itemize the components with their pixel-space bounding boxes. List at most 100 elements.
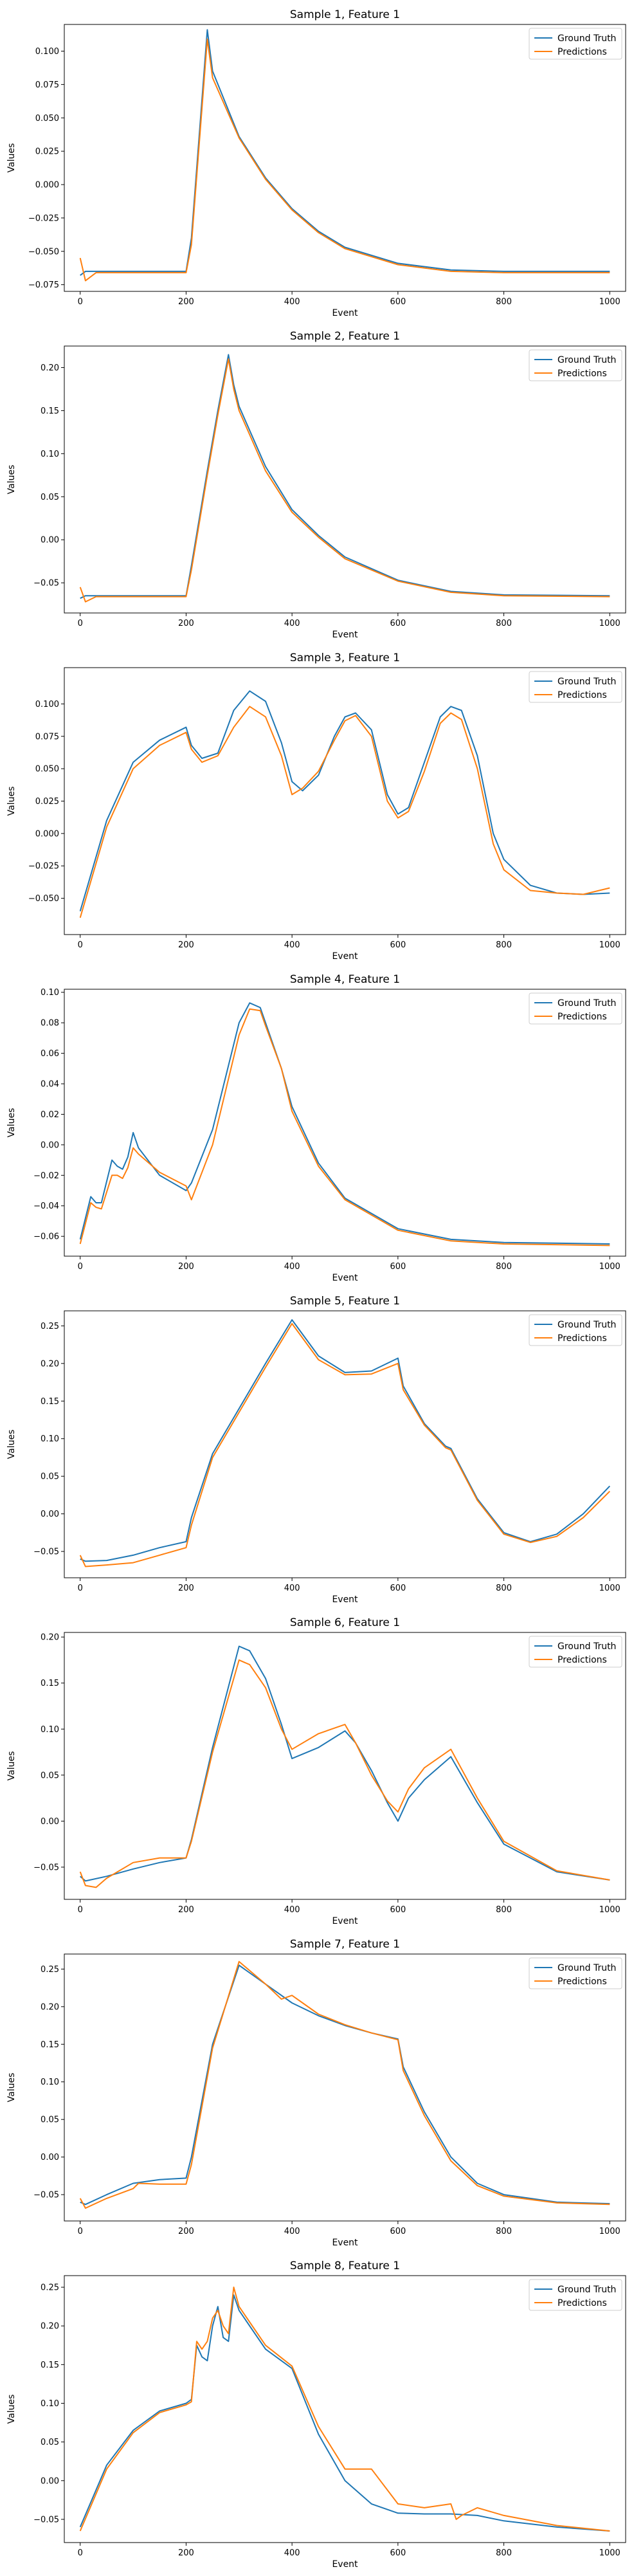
ground-truth-line [79,1002,610,1245]
y-tick-label: 0.075 [35,80,59,90]
y-tick-label: 0.10 [41,1434,59,1444]
y-tick-label: 0.15 [41,1397,59,1407]
x-tick-label: 0 [78,1905,83,1915]
legend-label: Ground Truth [557,33,616,44]
x-tick-label: 800 [496,619,512,628]
legend: Ground Truth Predictions [529,349,622,381]
y-tick-label: 0.06 [41,1049,59,1059]
y-tick-label: 0.075 [35,732,59,742]
y-tick-label: 0.00 [41,536,59,545]
x-tick-label: 800 [496,2548,512,2558]
x-tick-label: 0 [78,1262,83,1272]
x-tick-label: 400 [284,2548,300,2558]
y-axis-label: Values [6,1108,17,1138]
x-tick-label: 600 [390,940,406,950]
y-tick-label: 0.050 [35,765,59,774]
series-lines [79,1645,610,1888]
x-axis-label: Event [332,2559,358,2570]
ground-truth-line [80,1645,610,1882]
legend: Ground Truth Predictions [529,1314,622,1346]
y-tick-label: 0.25 [41,1322,59,1331]
chart-panel-4: Sample 4, Feature 1 0 200 400 600 800 1000 −0.0… [6,973,626,1283]
x-axis-label: Event [332,308,358,318]
chart-panel-3: Sample 3, Feature 1 0 200 400 600 800 1000 −0.0… [6,652,626,962]
x-tick-label: 600 [390,1905,406,1915]
x-tick-label: 400 [284,940,300,950]
y-tick-label: 0.00 [41,2476,59,2486]
x-axis-label: Event [332,2238,358,2248]
y-tick-label: 0.25 [41,1965,59,1975]
x-tick-label: 600 [390,297,406,307]
x-tick-label: 0 [78,940,83,950]
y-tick-label: 0.10 [41,450,59,459]
x-tick-label: 400 [284,2227,300,2236]
y-tick-label: −0.02 [33,1171,59,1181]
legend-label: Predictions [557,2298,607,2308]
legend: Ground Truth Predictions [529,1636,622,1668]
x-tick-label: 600 [390,1584,406,1593]
series-lines [79,2287,610,2532]
x-tick-label: 600 [390,2548,406,2558]
y-tick-label: 0.10 [41,2399,59,2409]
chart-title: Sample 6, Feature 1 [290,1616,400,1629]
y-tick-label: 0.025 [35,147,59,157]
chart-panel-6: Sample 6, Feature 1 0 200 400 600 800 1000 −0.0… [6,1616,626,1926]
x-tick-label: 800 [496,2227,512,2236]
y-tick-label: 0.20 [41,1633,59,1643]
y-axis-label: Values [6,2395,17,2424]
axes-frame [64,989,626,1257]
y-tick-label: 0.05 [41,2115,59,2125]
legend-label: Ground Truth [557,1320,616,1330]
legend: Ground Truth Predictions [529,2279,622,2311]
x-tick-label: 0 [78,2548,83,2558]
chart-panel-8: Sample 8, Feature 1 0 200 400 600 800 1000 −0.0… [6,2260,626,2570]
x-tick-label: 1000 [599,1905,620,1915]
legend-label: Ground Truth [557,1963,616,1973]
axes-frame [64,1953,626,2222]
legend: Ground Truth Predictions [529,671,622,703]
y-tick-label: −0.05 [33,579,59,589]
y-tick-label: 0.025 [35,797,59,807]
y-tick-label: −0.025 [28,862,59,872]
y-tick-label: −0.04 [33,1201,59,1211]
series-lines [79,29,610,282]
legend-label: Predictions [557,690,607,700]
x-tick-label: 200 [178,1262,194,1272]
y-tick-label: 0.25 [41,2283,59,2293]
x-tick-label: 1000 [599,2548,620,2558]
y-tick-label: −0.05 [33,2515,59,2525]
x-tick-label: 200 [178,940,194,950]
ground-truth-line [79,690,610,911]
y-tick-label: −0.05 [33,1863,59,1872]
axes-frame [64,2275,626,2543]
y-tick-label: 0.000 [35,829,59,839]
ground-truth-line [80,354,610,599]
x-axis-label: Event [332,1594,358,1605]
axes-frame [64,345,626,614]
legend: Ground Truth Predictions [529,1957,622,1989]
legend-label: Ground Truth [557,355,616,365]
y-tick-label: 0.20 [41,363,59,373]
x-tick-label: 200 [178,2227,194,2236]
x-tick-label: 1000 [599,940,620,950]
series-lines [79,690,610,918]
y-axis-label: Values [6,2073,17,2103]
chart-panel-7: Sample 7, Feature 1 0 200 400 600 800 1000 −0.0… [6,1938,626,2248]
chart-panel-1: Sample 1, Feature 1 0 200 400 600 800 1000 −0.0… [6,8,626,318]
chart-title: Sample 3, Feature 1 [290,652,400,664]
x-tick-label: 600 [390,2227,406,2236]
x-axis-label: Event [332,951,358,962]
series-lines [79,1319,611,1567]
legend-label: Predictions [557,369,607,379]
x-tick-label: 0 [78,2227,83,2236]
predictions-line [79,2287,610,2532]
legend: Ground Truth Predictions [529,28,622,60]
legend-label: Ground Truth [557,1641,616,1652]
legend-label: Predictions [557,1655,607,1665]
x-tick-label: 600 [390,619,406,628]
chart-title: Sample 2, Feature 1 [290,330,400,343]
x-tick-label: 200 [178,2548,194,2558]
y-tick-label: 0.20 [41,2002,59,2012]
predictions-line [79,1008,610,1247]
